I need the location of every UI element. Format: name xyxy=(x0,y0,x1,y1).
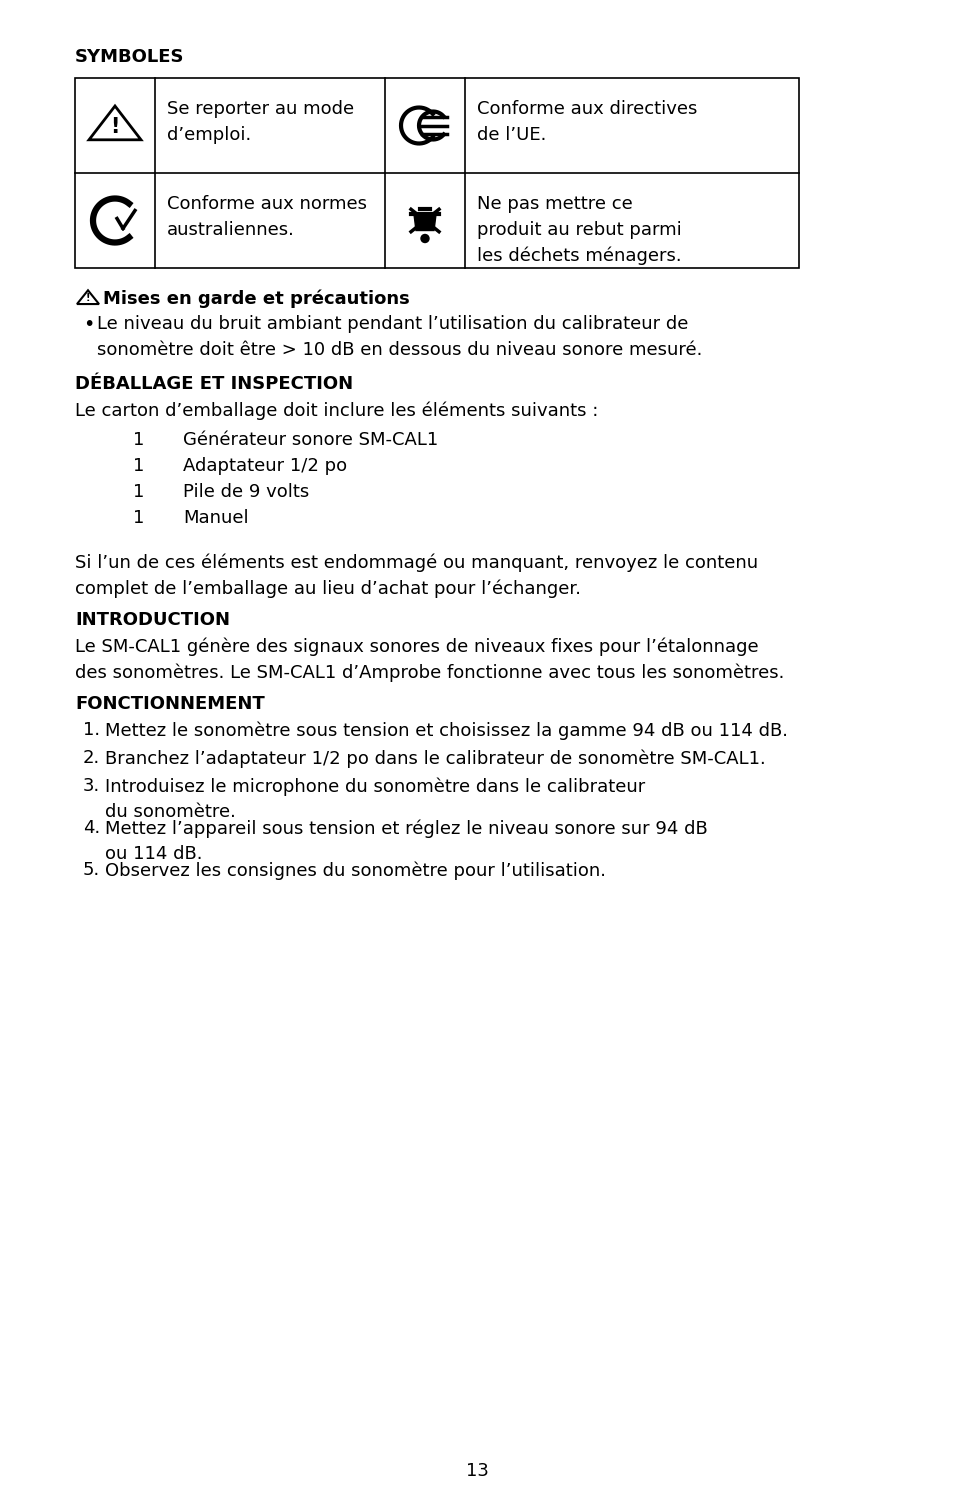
Text: Manuel: Manuel xyxy=(183,509,249,526)
Text: Mettez le sonomètre sous tension et choisissez la gamme 94 dB ou 114 dB.: Mettez le sonomètre sous tension et choi… xyxy=(105,722,787,740)
Text: Conforme aux normes
australiennes.: Conforme aux normes australiennes. xyxy=(167,195,367,238)
Text: Pile de 9 volts: Pile de 9 volts xyxy=(183,483,309,501)
Text: Le niveau du bruit ambiant pendant l’utilisation du calibrateur de
sonomètre doi: Le niveau du bruit ambiant pendant l’uti… xyxy=(97,315,701,358)
Text: 1.: 1. xyxy=(83,722,100,740)
Text: FONCTIONNEMENT: FONCTIONNEMENT xyxy=(75,694,265,712)
Text: Le SM-CAL1 génère des signaux sonores de niveaux fixes pour l’étalonnage
des son: Le SM-CAL1 génère des signaux sonores de… xyxy=(75,638,783,682)
Text: Conforme aux directives
de l’UE.: Conforme aux directives de l’UE. xyxy=(476,100,697,144)
Text: INTRODUCTION: INTRODUCTION xyxy=(75,610,230,628)
Text: Mises en garde et précautions: Mises en garde et précautions xyxy=(103,290,410,308)
Text: Générateur sonore SM-CAL1: Générateur sonore SM-CAL1 xyxy=(183,430,437,448)
Text: 5.: 5. xyxy=(83,861,100,879)
Text: Se reporter au mode
d’emploi.: Se reporter au mode d’emploi. xyxy=(167,100,354,144)
Polygon shape xyxy=(414,214,436,231)
Text: 4.: 4. xyxy=(83,819,100,837)
Text: 1: 1 xyxy=(132,458,144,476)
Text: 13: 13 xyxy=(465,1462,488,1480)
Text: 1: 1 xyxy=(132,509,144,526)
Text: •: • xyxy=(83,315,94,334)
Text: Observez les consignes du sonomètre pour l’utilisation.: Observez les consignes du sonomètre pour… xyxy=(105,861,605,879)
Bar xyxy=(75,78,799,268)
Text: Branchez l’adaptateur 1/2 po dans le calibrateur de sonomètre SM-CAL1.: Branchez l’adaptateur 1/2 po dans le cal… xyxy=(105,748,765,768)
Text: 1: 1 xyxy=(132,430,144,448)
Text: !: ! xyxy=(111,117,119,136)
Text: Ne pas mettre ce
produit au rebut parmi
les déchets ménagers.: Ne pas mettre ce produit au rebut parmi … xyxy=(476,195,681,266)
Text: Le carton d’emballage doit inclure les éléments suivants :: Le carton d’emballage doit inclure les é… xyxy=(75,400,598,420)
Text: DÉBALLAGE ET INSPECTION: DÉBALLAGE ET INSPECTION xyxy=(75,375,353,393)
Text: Introduisez le microphone du sonomètre dans le calibrateur
du sonomètre.: Introduisez le microphone du sonomètre d… xyxy=(105,777,644,820)
Circle shape xyxy=(420,234,429,243)
Text: 3.: 3. xyxy=(83,777,100,795)
Text: Mettez l’appareil sous tension et réglez le niveau sonore sur 94 dB
ou 114 dB.: Mettez l’appareil sous tension et réglez… xyxy=(105,819,707,862)
Text: !: ! xyxy=(86,292,91,303)
Text: 2.: 2. xyxy=(83,748,100,766)
Text: Si l’un de ces éléments est endommagé ou manquant, renvoyez le contenu
complet d: Si l’un de ces éléments est endommagé ou… xyxy=(75,554,758,598)
Text: Adaptateur 1/2 po: Adaptateur 1/2 po xyxy=(183,458,347,476)
Text: 1: 1 xyxy=(132,483,144,501)
Text: SYMBOLES: SYMBOLES xyxy=(75,48,184,66)
